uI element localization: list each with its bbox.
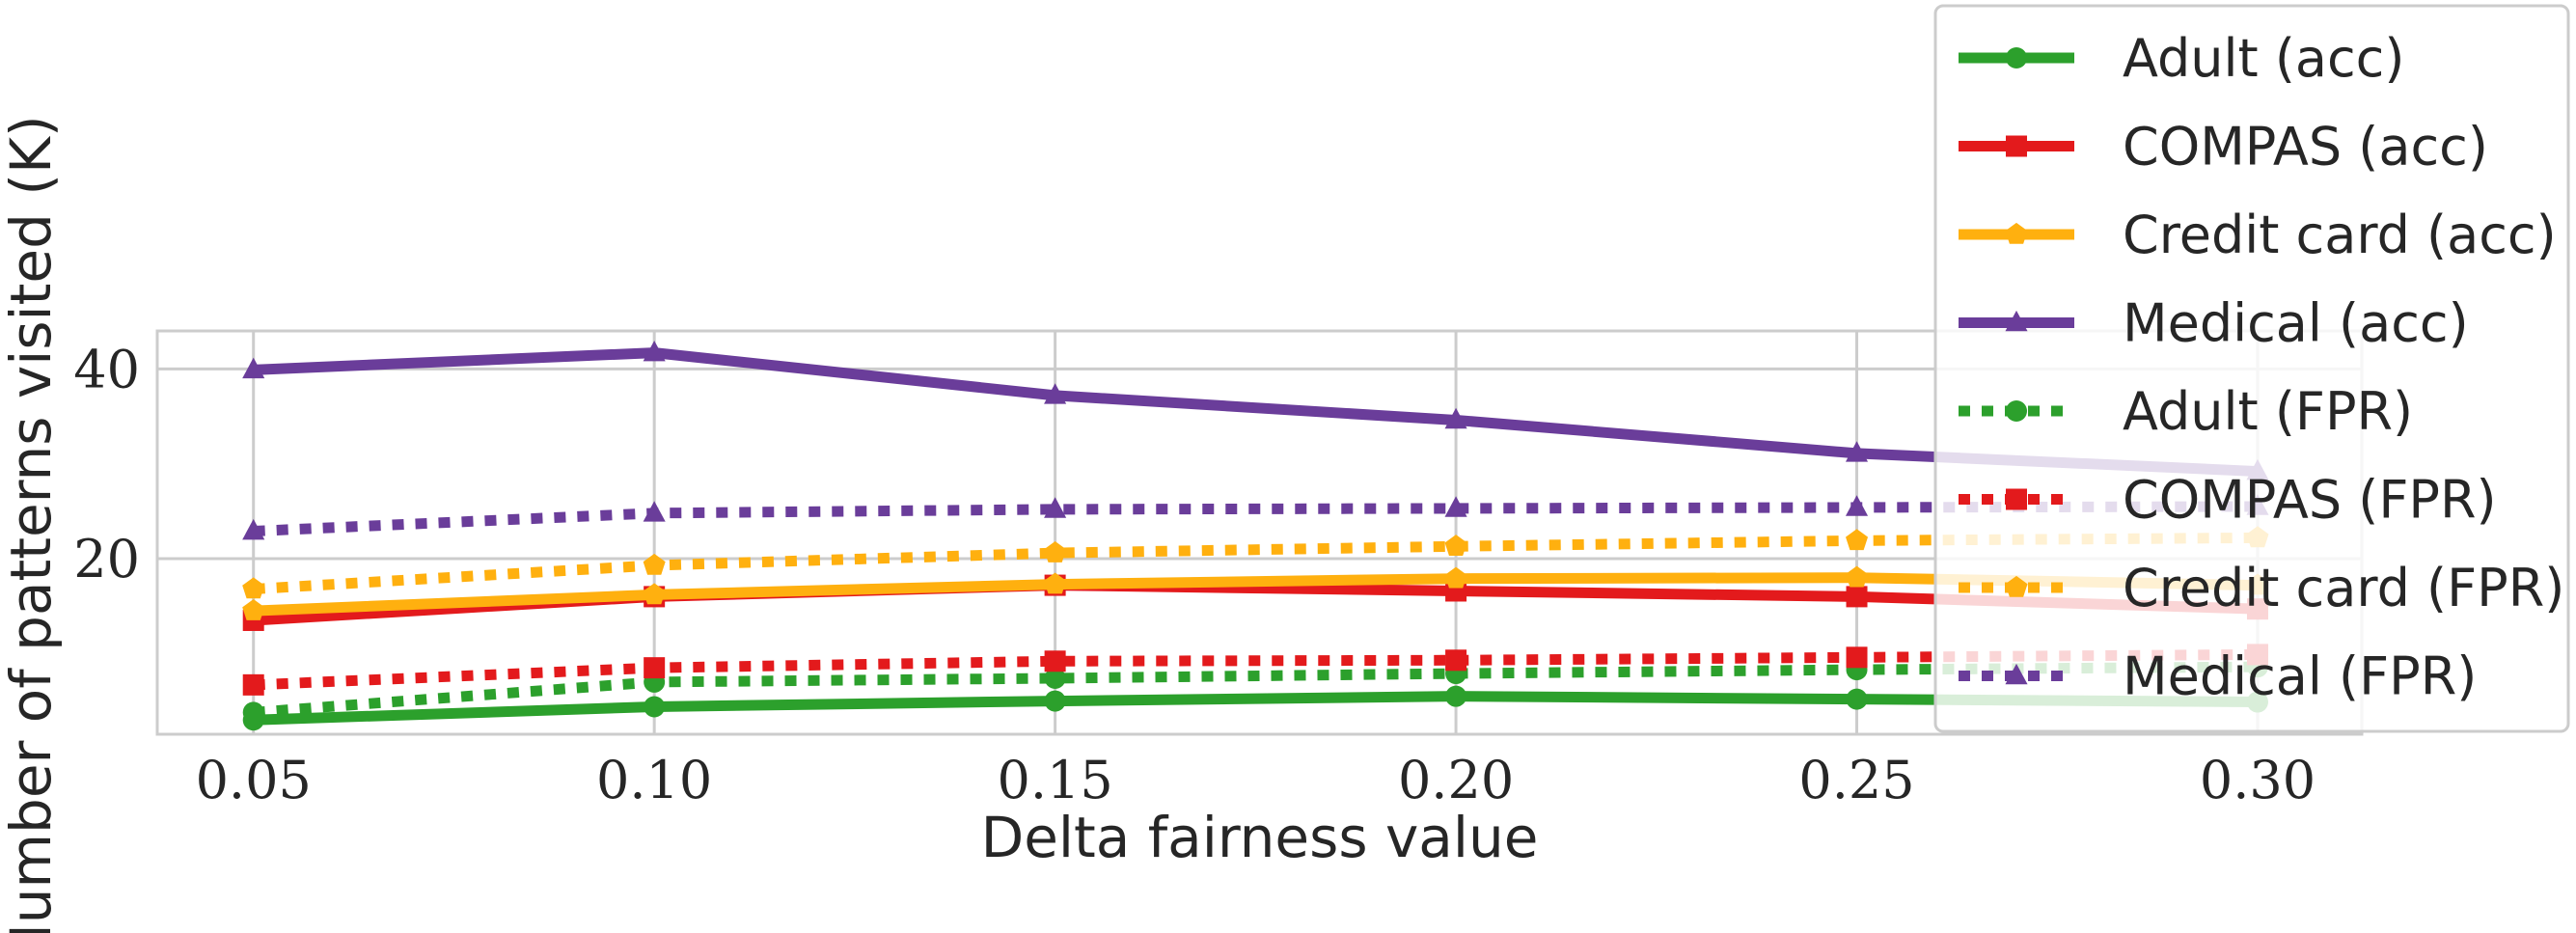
data-point <box>242 701 264 724</box>
series-line <box>253 532 2259 595</box>
series-line <box>248 347 2263 478</box>
x-tick-label: 0.30 <box>2200 750 2316 810</box>
series-line <box>248 691 2263 726</box>
data-point <box>242 357 265 379</box>
legend-item: Credit card (acc) <box>1959 205 2557 265</box>
data-point <box>1445 685 1467 707</box>
legend-item: Medical (acc) <box>1959 293 2469 354</box>
series-adult-acc <box>242 685 2268 731</box>
data-point <box>1445 649 1467 672</box>
data-point <box>1846 688 1868 710</box>
legend-marker <box>2006 400 2027 422</box>
legend-label: COMPAS (acc) <box>2123 117 2488 178</box>
legend-item: Medical (FPR) <box>1959 646 2477 707</box>
data-point <box>1845 441 1869 462</box>
legend-item: Adult (acc) <box>1959 28 2404 89</box>
legend-marker <box>2006 488 2027 510</box>
data-point <box>1846 586 1868 608</box>
legend-label: Credit card (FPR) <box>2123 558 2564 618</box>
legend-marker <box>2005 222 2028 244</box>
legend-item: COMPAS (FPR) <box>1959 470 2497 531</box>
legend-marker <box>2005 663 2028 685</box>
legend-marker <box>2005 310 2028 332</box>
legend-box <box>1933 4 2570 733</box>
legend-label: Adult (FPR) <box>2123 381 2413 442</box>
data-point <box>644 696 666 718</box>
data-point <box>1044 541 1067 563</box>
data-point <box>242 518 265 540</box>
x-axis-title: Delta fairness value <box>981 805 1539 870</box>
data-point <box>1846 646 1868 669</box>
data-point <box>1044 690 1066 712</box>
data-point <box>1044 667 1066 689</box>
legend-label: Credit card (acc) <box>2123 205 2557 265</box>
data-point <box>643 501 666 522</box>
data-point <box>1444 566 1467 589</box>
data-point <box>1444 496 1467 517</box>
legend-item: COMPAS (acc) <box>1959 117 2488 178</box>
legend-marker <box>2006 47 2027 69</box>
data-point <box>643 340 666 362</box>
data-point <box>1044 383 1067 404</box>
series-line <box>253 648 2259 691</box>
x-tick-label: 0.15 <box>998 750 1113 810</box>
legend-item: Credit card (FPR) <box>1959 558 2564 618</box>
data-point <box>242 673 264 696</box>
y-tick-label: 20 <box>73 529 140 590</box>
series-line <box>248 572 2263 617</box>
data-point <box>1845 495 1869 516</box>
data-point <box>1846 529 1869 551</box>
data-point <box>1444 535 1467 557</box>
legend-marker <box>2005 575 2028 597</box>
data-point <box>643 583 666 605</box>
legend: Adult (acc) COMPAS (acc) Credit card (acc)… <box>1933 4 2570 733</box>
legend-item: Adult (FPR) <box>1959 381 2413 442</box>
data-point <box>242 599 265 620</box>
data-point <box>644 657 666 679</box>
tick-labels: 0.05 0.10 0.15 0.20 0.25 0.30 20 40 <box>73 339 2316 810</box>
x-tick-label: 0.05 <box>196 750 312 810</box>
data-point <box>1044 572 1067 594</box>
legend-label: Adult (acc) <box>2123 28 2404 89</box>
data-point <box>1044 497 1067 518</box>
series-line <box>253 501 2258 537</box>
data-point <box>1444 407 1467 429</box>
data-point <box>242 577 265 599</box>
x-tick-label: 0.10 <box>596 750 712 810</box>
legend-label: COMPAS (FPR) <box>2123 470 2497 531</box>
series-line <box>253 661 2259 718</box>
series-medical-fpr <box>242 494 2269 540</box>
x-tick-label: 0.20 <box>1398 750 1514 810</box>
y-tick-label: 40 <box>73 339 140 399</box>
data-point <box>643 553 666 575</box>
data-point <box>1044 650 1066 672</box>
legend-marker <box>2006 135 2027 157</box>
y-axis-title: Number of patterns visited (K) <box>0 115 64 933</box>
legend-label: Medical (acc) <box>2123 293 2469 354</box>
series-credit-card-fpr <box>242 526 2269 599</box>
legend-label: Medical (FPR) <box>2123 646 2477 707</box>
x-tick-label: 0.25 <box>1798 750 1914 810</box>
data-point <box>1846 565 1869 588</box>
series-lines <box>242 340 2269 731</box>
